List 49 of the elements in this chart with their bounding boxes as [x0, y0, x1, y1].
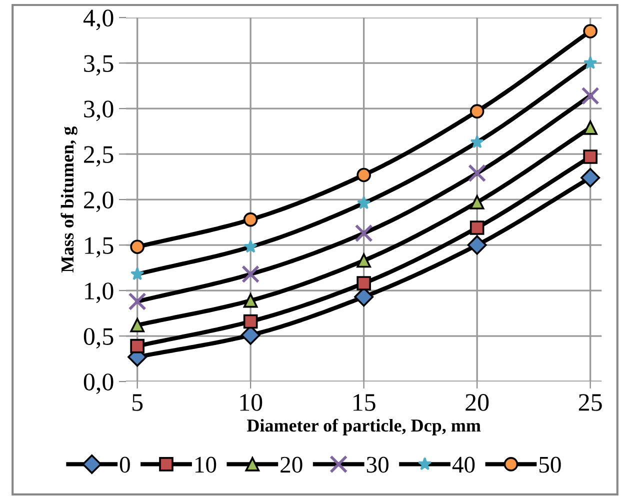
- point: [470, 220, 484, 235]
- point: [356, 168, 371, 182]
- x-tick-label: 5: [132, 394, 143, 411]
- point: [243, 314, 258, 329]
- point: [581, 86, 600, 105]
- y-tick-label: 3,5: [84, 55, 114, 76]
- point: [128, 292, 146, 310]
- x-tick-label: 15: [354, 394, 376, 411]
- legend-label: 0: [120, 456, 130, 473]
- point: [130, 338, 144, 354]
- point: [470, 135, 484, 148]
- point: [470, 195, 484, 210]
- point: [354, 224, 373, 242]
- legend-label: 50: [539, 456, 561, 473]
- point: [356, 196, 371, 210]
- point: [356, 253, 371, 268]
- point: [467, 235, 487, 255]
- y-tick-label: 4,0: [83, 10, 114, 30]
- point: [468, 164, 486, 182]
- y-tick-label: 1,0: [85, 282, 114, 304]
- point: [356, 276, 371, 290]
- x-tick-label: 20: [466, 394, 489, 411]
- point: [583, 56, 598, 70]
- y-axis-title: Mass of bitumen, g: [60, 126, 78, 272]
- x-tick-label: 10: [240, 394, 262, 411]
- y-tick-label: 2,5: [84, 146, 114, 167]
- point: [580, 168, 600, 188]
- y-tick-label: 0,0: [84, 374, 114, 394]
- x-axis-title: Diameter of particle, Dcp, mm: [246, 418, 481, 436]
- y-tick-label: 3,0: [84, 100, 114, 122]
- point: [583, 120, 598, 135]
- point: [583, 150, 598, 164]
- point: [242, 265, 260, 284]
- point: [243, 212, 258, 227]
- point: [243, 293, 258, 308]
- y-tick-label: 2,0: [84, 192, 114, 212]
- legend-label: 40: [452, 456, 475, 473]
- y-tick-label: 0,5: [84, 328, 114, 349]
- y-tick-label: 1,5: [85, 237, 114, 258]
- legend-label: 20: [280, 456, 302, 473]
- point: [583, 24, 598, 38]
- point: [470, 104, 484, 118]
- x-tick-label: 25: [578, 394, 602, 411]
- legend-label: 10: [195, 456, 216, 473]
- point: [130, 267, 144, 280]
- point: [130, 318, 144, 332]
- legend-label: 30: [366, 456, 388, 473]
- point: [244, 240, 258, 253]
- point: [130, 240, 144, 254]
